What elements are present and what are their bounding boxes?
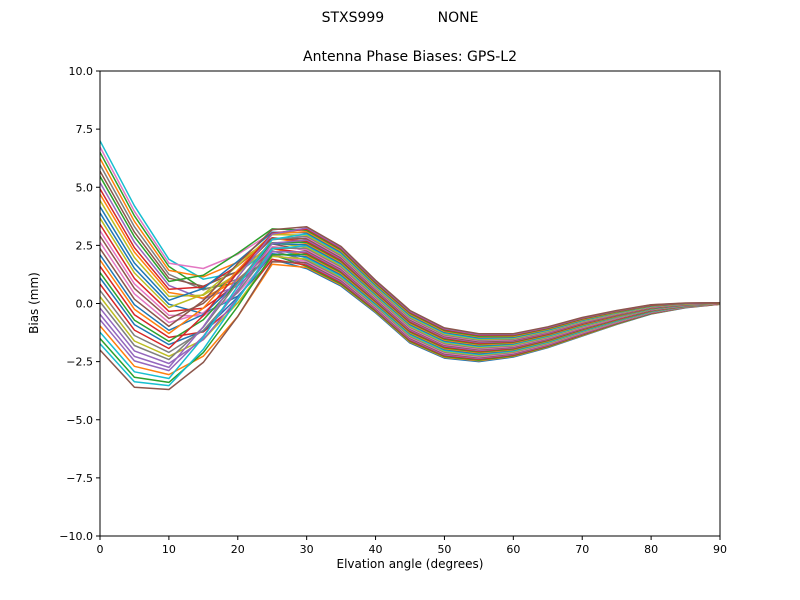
x-tick-label: 90 xyxy=(713,543,727,556)
x-tick-label: 50 xyxy=(437,543,451,556)
series-group xyxy=(100,140,720,391)
y-axis-label: Bias (mm) xyxy=(27,272,41,334)
y-tick-label: −5.0 xyxy=(66,414,93,427)
y-tick-label: −10.0 xyxy=(59,530,93,543)
y-tick-label: 10.0 xyxy=(69,65,94,78)
x-tick-label: 70 xyxy=(575,543,589,556)
y-tick-label: 0.0 xyxy=(76,298,94,311)
y-tick-label: −2.5 xyxy=(66,356,93,369)
axes-box xyxy=(99,70,721,537)
y-tick-label: 5.0 xyxy=(76,181,94,194)
x-tick-label: 20 xyxy=(231,543,245,556)
x-tick-label: 30 xyxy=(300,543,314,556)
x-tick-label: 80 xyxy=(644,543,658,556)
x-tick-label: 0 xyxy=(97,543,104,556)
x-tick-label: 40 xyxy=(369,543,383,556)
series-line xyxy=(100,239,720,372)
figure-suptitle: STXS999 NONE xyxy=(321,10,479,26)
x-tick-label: 10 xyxy=(162,543,176,556)
chart-title: Antenna Phase Biases: GPS-L2 xyxy=(303,49,517,65)
y-tick-label: 7.5 xyxy=(76,123,94,136)
x-axis-label: Elvation angle (degrees) xyxy=(336,557,484,571)
x-tick-label: 60 xyxy=(506,543,520,556)
series-line xyxy=(100,226,720,335)
y-tick-label: −7.5 xyxy=(66,472,93,485)
y-tick-label: 2.5 xyxy=(76,239,94,252)
series-line xyxy=(100,233,720,380)
